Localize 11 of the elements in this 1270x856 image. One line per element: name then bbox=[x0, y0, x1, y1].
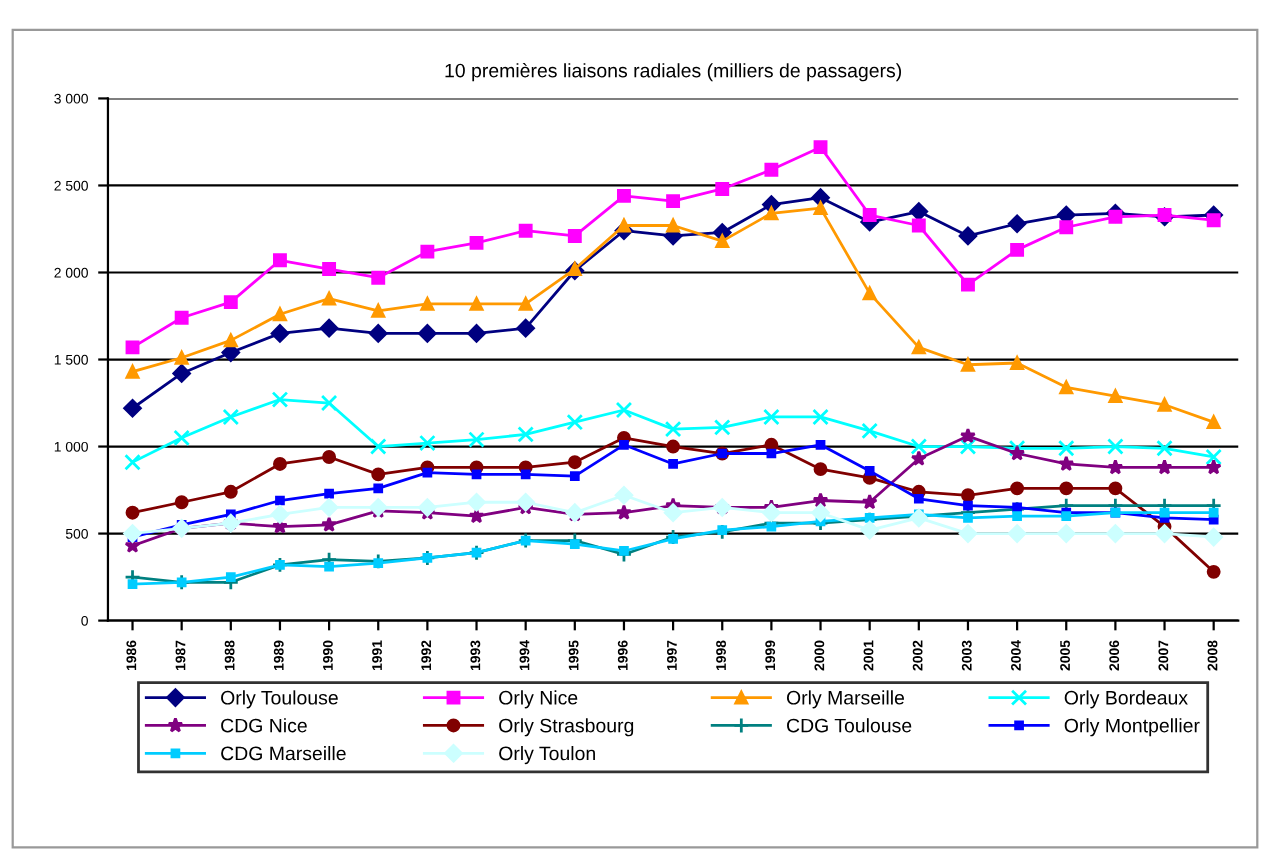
chart-title: 10 premières liaisons radiales (milliers de passagers) bbox=[445, 62, 902, 82]
legend-label: Orly Bordeaux bbox=[1064, 690, 1188, 709]
legend-label: Orly Strasbourg bbox=[499, 718, 634, 737]
legend-label: Orly Marseille bbox=[786, 690, 905, 709]
legend-label: CDG Toulouse bbox=[787, 718, 912, 733]
legend-label: Orly Toulon bbox=[499, 746, 595, 765]
legend-label: CDG Nice bbox=[221, 718, 307, 733]
legend-label: Orly Nice bbox=[499, 690, 578, 709]
legend-label: Orly Montpellier bbox=[1064, 718, 1200, 737]
legend-label: Orly Toulouse bbox=[221, 690, 338, 709]
legend-label: CDG Marseille bbox=[221, 746, 346, 761]
